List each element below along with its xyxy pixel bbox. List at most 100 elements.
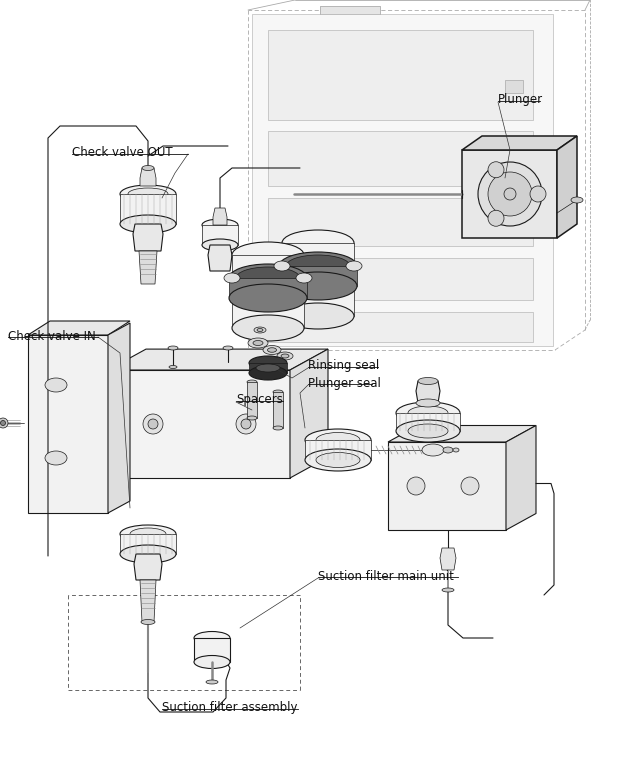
Ellipse shape: [247, 380, 257, 384]
Text: Suction filter main unit: Suction filter main unit: [318, 570, 454, 582]
Ellipse shape: [247, 416, 257, 420]
Polygon shape: [194, 638, 230, 662]
Polygon shape: [120, 194, 176, 224]
Polygon shape: [388, 442, 506, 530]
Ellipse shape: [142, 165, 154, 170]
Ellipse shape: [396, 420, 460, 442]
Text: Plunger seal: Plunger seal: [308, 376, 381, 389]
Polygon shape: [229, 278, 307, 298]
Polygon shape: [108, 349, 328, 370]
Ellipse shape: [253, 340, 263, 346]
Polygon shape: [305, 440, 371, 460]
Bar: [505, 147, 523, 163]
Ellipse shape: [273, 390, 283, 394]
Ellipse shape: [530, 186, 546, 202]
Ellipse shape: [130, 528, 166, 540]
Ellipse shape: [279, 272, 357, 300]
Text: Rinsing seal: Rinsing seal: [308, 359, 379, 372]
Polygon shape: [247, 382, 257, 418]
Polygon shape: [213, 208, 227, 225]
Ellipse shape: [128, 188, 168, 200]
Bar: [268, 30, 533, 120]
Ellipse shape: [443, 447, 453, 453]
Ellipse shape: [249, 356, 287, 370]
Ellipse shape: [194, 631, 230, 644]
Bar: [268, 312, 533, 342]
Ellipse shape: [1, 421, 6, 425]
Ellipse shape: [305, 429, 371, 451]
Polygon shape: [28, 321, 130, 335]
Ellipse shape: [488, 172, 532, 216]
Text: Spacers: Spacers: [236, 393, 283, 406]
Ellipse shape: [45, 451, 67, 465]
Ellipse shape: [396, 402, 460, 424]
Ellipse shape: [346, 261, 362, 271]
Text: Suction filter assembly: Suction filter assembly: [162, 701, 298, 714]
Ellipse shape: [305, 449, 371, 471]
Ellipse shape: [416, 399, 440, 407]
Ellipse shape: [241, 419, 251, 429]
Ellipse shape: [120, 185, 176, 203]
Ellipse shape: [206, 680, 218, 684]
Ellipse shape: [571, 197, 583, 203]
Ellipse shape: [229, 284, 307, 312]
Polygon shape: [134, 554, 162, 580]
Ellipse shape: [442, 588, 454, 592]
Polygon shape: [416, 381, 440, 403]
Polygon shape: [202, 225, 238, 245]
Ellipse shape: [223, 346, 233, 350]
Ellipse shape: [257, 329, 263, 332]
Ellipse shape: [296, 273, 312, 283]
Polygon shape: [252, 14, 553, 346]
Ellipse shape: [488, 162, 504, 177]
Polygon shape: [462, 136, 577, 150]
Ellipse shape: [274, 261, 290, 271]
Ellipse shape: [148, 419, 158, 429]
Ellipse shape: [277, 352, 293, 360]
Bar: [505, 80, 523, 93]
Ellipse shape: [249, 366, 287, 380]
Ellipse shape: [281, 354, 289, 358]
Polygon shape: [249, 363, 287, 373]
Polygon shape: [557, 136, 577, 238]
Ellipse shape: [316, 432, 360, 448]
Ellipse shape: [273, 426, 283, 430]
Ellipse shape: [286, 255, 350, 277]
Ellipse shape: [45, 378, 67, 392]
Ellipse shape: [256, 364, 280, 372]
Ellipse shape: [267, 348, 277, 353]
Ellipse shape: [316, 452, 360, 468]
Ellipse shape: [408, 406, 448, 420]
Polygon shape: [208, 245, 232, 271]
Ellipse shape: [461, 477, 479, 495]
Ellipse shape: [232, 242, 304, 268]
Ellipse shape: [236, 414, 256, 434]
Ellipse shape: [202, 239, 238, 251]
Polygon shape: [320, 6, 380, 14]
Polygon shape: [290, 349, 328, 478]
Polygon shape: [440, 548, 456, 570]
Text: Plunger: Plunger: [498, 94, 543, 107]
Ellipse shape: [143, 414, 163, 434]
Polygon shape: [462, 150, 557, 238]
Ellipse shape: [254, 327, 266, 333]
Ellipse shape: [263, 346, 281, 355]
Polygon shape: [140, 580, 156, 622]
Ellipse shape: [504, 188, 516, 200]
Ellipse shape: [120, 545, 176, 563]
Ellipse shape: [453, 448, 459, 452]
Bar: [268, 258, 533, 300]
Ellipse shape: [0, 418, 8, 428]
Ellipse shape: [236, 267, 300, 289]
Ellipse shape: [282, 303, 354, 329]
Polygon shape: [108, 323, 130, 513]
Ellipse shape: [229, 264, 307, 292]
Polygon shape: [232, 255, 304, 328]
Ellipse shape: [418, 378, 438, 385]
Ellipse shape: [478, 162, 542, 226]
Ellipse shape: [488, 210, 504, 227]
Text: Check valve IN: Check valve IN: [8, 329, 95, 343]
Polygon shape: [28, 335, 108, 513]
Ellipse shape: [279, 252, 357, 280]
Ellipse shape: [202, 219, 238, 231]
